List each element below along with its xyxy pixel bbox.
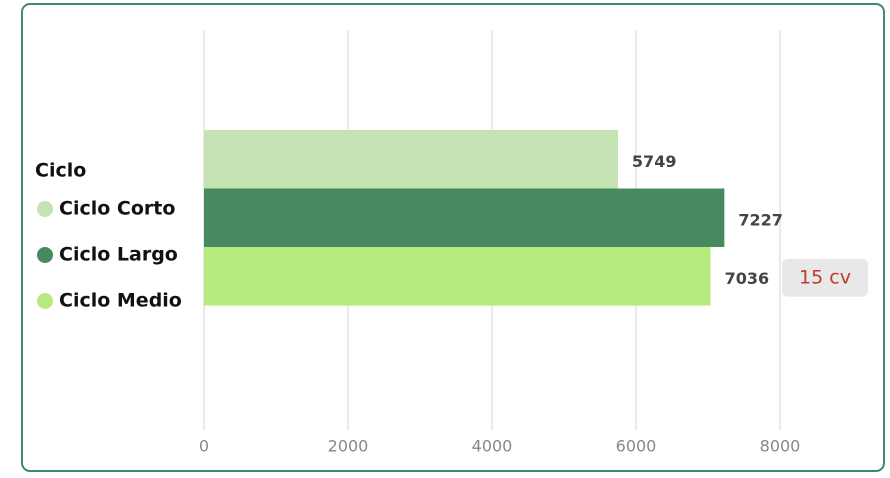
x-tick-label: 4000 [472,437,513,456]
legend-label: Ciclo Medio [59,290,182,312]
x-tick-label: 6000 [616,437,657,456]
bar [204,247,711,306]
category-label-bg [782,258,868,297]
legend-marker [37,201,53,217]
bar [204,130,618,189]
bar [204,188,725,247]
data-label: 5749 [632,152,677,171]
data-label: 7036 [725,269,770,288]
x-tick-label: 2000 [328,437,369,456]
category-label: 15 cv [799,266,851,288]
legend-marker [37,247,53,263]
x-tick-label: 0 [199,437,209,456]
legend-title: Ciclo [35,160,86,182]
legend-marker [37,293,53,309]
legend-label: Ciclo Corto [59,198,175,220]
x-tick-label: 8000 [760,437,801,456]
legend-label: Ciclo Largo [59,244,178,266]
data-label: 7227 [738,210,783,229]
